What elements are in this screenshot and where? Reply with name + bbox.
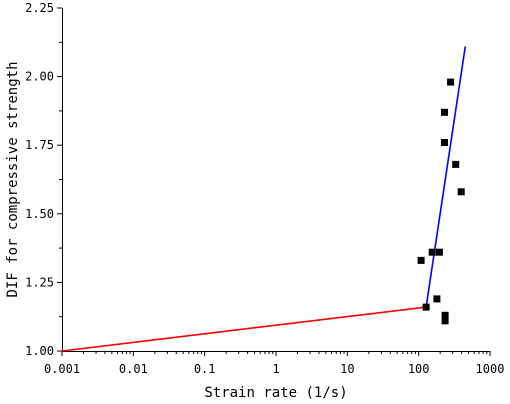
x-tick-label: 10 <box>340 362 354 376</box>
fit-lines <box>61 46 467 352</box>
x-tick-label: 1000 <box>476 362 505 376</box>
y-tick-label: 2.25 <box>25 1 54 15</box>
data-point <box>441 311 449 319</box>
fit-line-red <box>61 306 427 352</box>
data-point <box>441 139 448 146</box>
x-tick-label: 0.1 <box>194 362 216 376</box>
x-tick-label: 0.01 <box>119 362 148 376</box>
y-tick-label: 2.00 <box>25 70 54 84</box>
data-point <box>422 303 430 311</box>
data-point <box>417 256 425 264</box>
x-tick-label: 1 <box>272 362 279 376</box>
data-point <box>441 317 449 325</box>
fit-line-blue <box>425 46 467 308</box>
data-point <box>452 160 460 168</box>
y-ticks: 1.00 1.25 1.50 1.75 2.00 2.25 <box>25 1 62 358</box>
x-tick-label: 0.001 <box>44 362 80 376</box>
y-axis-title: DIF for compressive strength <box>5 61 21 297</box>
data-point <box>435 248 443 256</box>
y-tick-label: 1.50 <box>25 207 54 221</box>
x-axis-title: Strain rate (1/s) <box>204 385 347 401</box>
y-tick-label: 1.75 <box>25 138 54 152</box>
data-point <box>447 78 455 86</box>
data-points <box>417 78 465 325</box>
data-point <box>457 188 465 196</box>
x-tick-label: 100 <box>408 362 430 376</box>
y-tick-label: 1.00 <box>25 344 54 358</box>
y-tick-label: 1.25 <box>25 275 54 289</box>
axes <box>62 8 490 352</box>
x-ticks: 0.001 0.01 0.1 1 10 100 1000 <box>44 351 505 376</box>
data-point <box>441 108 448 116</box>
data-point <box>428 248 436 256</box>
data-point <box>433 295 441 303</box>
